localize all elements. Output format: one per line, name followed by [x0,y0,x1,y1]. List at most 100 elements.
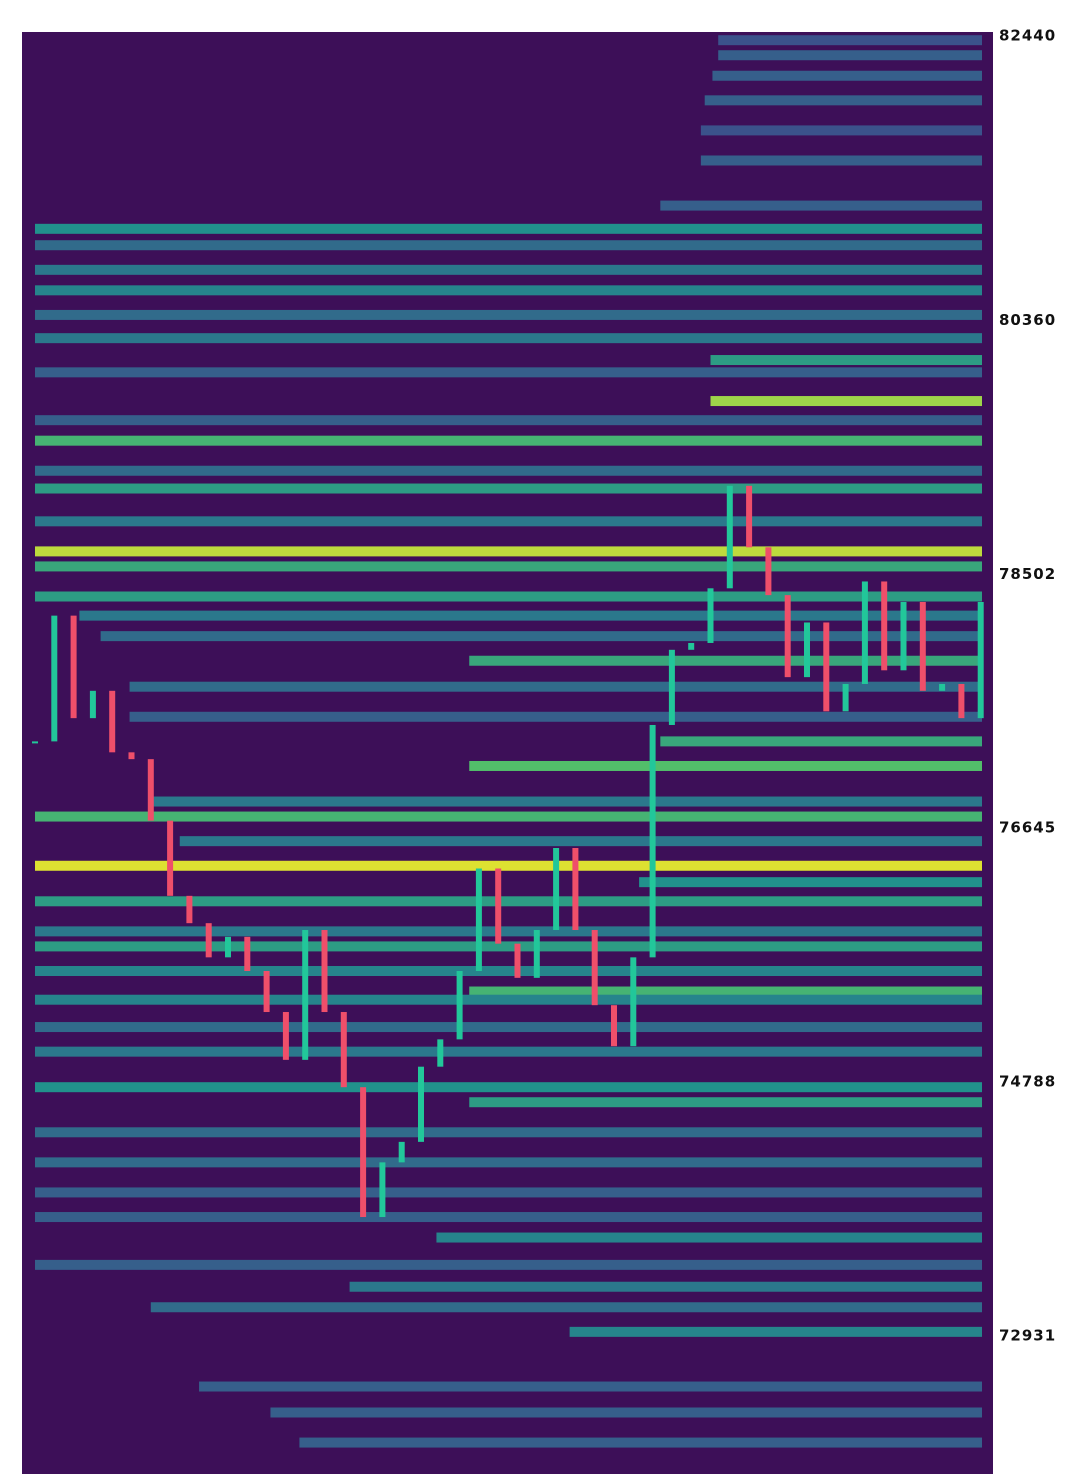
liquidation-level [704,95,982,106]
liquidation-level [469,655,982,666]
liquidation-level [270,1407,983,1418]
liquidation-level [35,264,982,275]
liquidation-level [639,877,982,888]
liquidation-level [129,711,982,722]
liquidation-level [710,355,982,366]
candle [784,595,791,678]
liquidation-level [35,561,982,572]
liquidation-level [35,860,982,871]
liquidation-level [469,986,982,997]
candle [746,485,753,548]
candle [32,741,38,744]
candle [437,1039,444,1067]
liquidation-level [35,285,982,296]
liquidation-level [35,483,982,494]
candle [282,1012,289,1060]
liquidation-level [660,200,982,211]
candle [147,759,154,821]
liquidation-level [712,70,982,81]
y-tick-label: 80360 [999,311,1056,329]
candle [225,936,231,958]
liquidation-level [35,516,982,527]
liquidation-level [129,681,982,692]
liquidation-level [569,1326,982,1337]
candle [263,971,270,1013]
candle [726,485,733,589]
liquidation-level [35,465,982,476]
liquidation-level [35,1127,982,1138]
liquidation-level [35,811,982,822]
candle [128,752,135,760]
candle [109,690,116,753]
candle [611,1005,617,1047]
candle [958,683,965,719]
y-tick-label: 78502 [999,565,1056,583]
liquidation-level [35,333,982,344]
candle [572,847,579,931]
candle [668,649,675,725]
y-tick-label: 72931 [999,1326,1056,1344]
liquidation-level [35,1157,982,1168]
candle [360,1087,367,1218]
liquidation-level [718,35,982,46]
liquidation-level [150,1302,983,1313]
candle [823,622,830,712]
liquidation-level [35,1187,982,1198]
liquidation-level [35,926,982,937]
candle [939,683,946,691]
candle [456,971,463,1040]
candle [765,547,772,596]
candle [89,690,96,719]
candle [70,615,77,719]
liquidation-level [35,240,982,251]
candle [514,943,521,978]
candle [379,1162,386,1218]
candle [630,957,637,1047]
liquidation-level [299,1437,982,1448]
liquidation-level [150,796,983,807]
liquidation-level [35,1082,982,1093]
candle [302,930,309,1060]
liquidation-level [35,223,982,234]
candle [919,601,926,691]
liquidation-level [35,546,982,557]
liquidation-level [660,736,982,747]
candle [418,1066,424,1142]
candle [553,847,560,931]
candle [475,868,482,972]
liquidation-level [100,631,983,642]
candle [533,930,540,978]
candle [205,923,212,958]
candle [495,868,502,944]
candle [977,601,984,719]
candle [51,615,58,742]
liquidation-level [35,896,982,907]
liquidation-level [179,836,982,847]
candle [881,581,888,671]
liquidation-level [35,309,982,320]
liquidation-level [35,435,982,446]
candle [649,724,656,958]
liquidation-level [35,415,982,426]
liquidation-level [35,966,982,977]
liquidation-level [469,760,982,771]
liquidation-level [35,591,982,602]
liquidation-level [35,1259,982,1270]
liquidation-level [199,1381,983,1392]
liquidation-level [35,941,982,952]
candle [186,895,193,924]
candle [804,622,810,678]
candle [321,930,328,1013]
candle [842,683,849,712]
liquidation-level [349,1281,983,1292]
liquidation-level [79,610,982,621]
liquidation-level [700,155,982,166]
liquidation-level [35,1046,982,1057]
candle [861,581,868,684]
candle [707,588,714,643]
candle [340,1012,347,1088]
liquidation-level [35,994,982,1005]
candle [244,936,251,972]
liquidation-level [469,1097,982,1108]
